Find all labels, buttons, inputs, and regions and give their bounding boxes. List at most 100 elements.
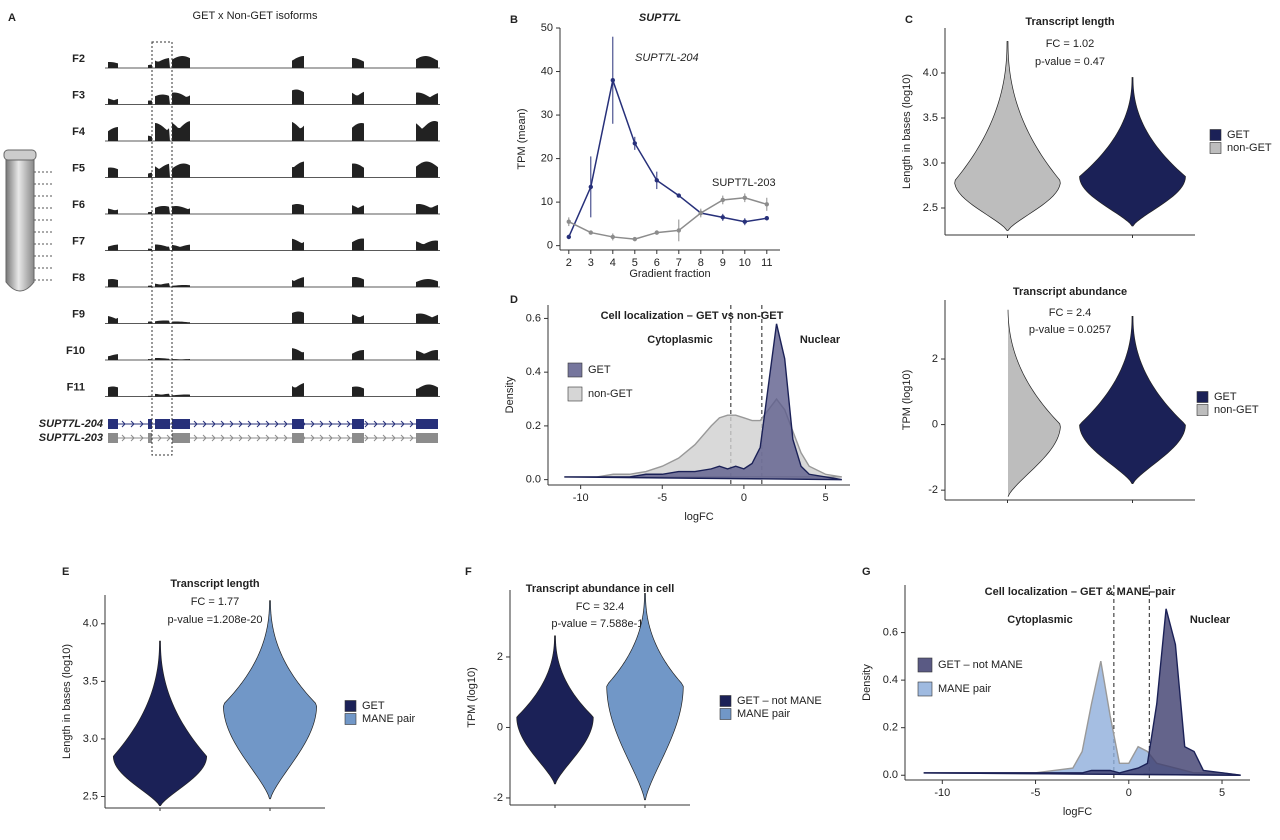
coverage — [155, 123, 170, 141]
coverage — [352, 350, 364, 360]
coverage — [148, 248, 152, 251]
strand-arrow — [346, 434, 351, 442]
series-line — [568, 77, 767, 238]
annotation: p-value = 0.0257 — [1029, 324, 1111, 336]
coverage — [416, 56, 438, 68]
y-tick-label: 0 — [497, 721, 503, 733]
chart-title: Cell localization – GET vs non-GET — [601, 310, 784, 322]
y-tick-label: 30 — [541, 109, 553, 121]
panel-label: D — [510, 294, 518, 306]
coverage — [292, 382, 304, 397]
exon — [108, 419, 118, 429]
y-tick-label: 2.5 — [923, 202, 938, 214]
chart-title: GET x Non-GET isoforms — [193, 10, 318, 22]
x-tick-label: 0 — [1126, 787, 1132, 799]
chart-title: Transcript abundance — [1013, 286, 1127, 298]
x-tick-label: -5 — [657, 492, 667, 504]
panel-label: G — [862, 566, 871, 578]
panel-label: E — [62, 566, 69, 578]
coverage — [108, 354, 118, 360]
coverage — [172, 321, 190, 324]
panel-density: D Cell localization – GET vs non-GET 0.0 0.… — [504, 294, 850, 523]
violin — [516, 635, 594, 785]
coverage — [148, 64, 152, 68]
annotation: FC = 32.4 — [576, 601, 625, 613]
exon — [352, 419, 364, 429]
legend-label: non-GET — [588, 388, 633, 400]
y-tick-label: 4.0 — [83, 618, 98, 630]
annotation: Cytoplasmic — [647, 334, 712, 346]
coverage — [155, 393, 170, 397]
isoform-label: SUPT7L-204 — [39, 418, 103, 430]
coverage — [352, 58, 364, 68]
density-area — [923, 608, 1241, 776]
strand-arrow — [346, 420, 351, 428]
y-axis-label: Length in bases (log10) — [61, 644, 73, 759]
strand-arrow — [238, 420, 243, 428]
coverage — [292, 348, 304, 360]
coverage — [172, 394, 190, 397]
x-tick-label: 5 — [822, 492, 828, 504]
strand-arrow — [202, 420, 207, 428]
strand-arrow — [220, 434, 225, 442]
x-tick-label: 9 — [720, 257, 726, 269]
exon — [172, 433, 190, 443]
coverage — [292, 89, 304, 105]
annotation: FC = 1.77 — [191, 596, 240, 608]
annotation: p-value = 7.588e-11 — [551, 618, 648, 630]
coverage — [155, 206, 170, 214]
strand-arrow — [373, 420, 378, 428]
strand-arrow — [328, 420, 333, 428]
coverage — [292, 238, 304, 251]
coverage — [148, 172, 152, 178]
coverage — [148, 395, 152, 397]
strand-arrow — [364, 420, 369, 428]
x-axis-label: logFC — [1063, 806, 1092, 818]
track-label: F10 — [66, 345, 85, 357]
point — [764, 202, 769, 207]
y-tick-label: 2.5 — [83, 790, 98, 802]
coverage — [292, 161, 304, 178]
strand-arrow — [166, 434, 171, 442]
strand-arrow — [247, 434, 252, 442]
exon — [292, 433, 304, 443]
legend-swatch — [719, 695, 732, 707]
legend-swatch — [567, 362, 583, 378]
track-label: F2 — [72, 53, 85, 65]
coverage — [108, 315, 118, 324]
point — [610, 234, 615, 240]
strand-arrow — [229, 420, 234, 428]
strand-arrow — [256, 434, 261, 442]
strand-arrow — [157, 434, 162, 442]
strand-arrow — [319, 434, 324, 442]
x-axis-label: logFC — [684, 511, 713, 523]
violin — [606, 593, 684, 801]
exon — [352, 433, 364, 443]
y-tick-label: 0.4 — [526, 366, 541, 378]
x-tick-label: -10 — [934, 787, 950, 799]
coverage — [292, 204, 304, 214]
series-label: SUPT7L-204 — [635, 52, 699, 64]
coverage — [155, 320, 170, 324]
strand-arrow — [121, 434, 126, 442]
point — [632, 141, 637, 146]
coverage — [108, 62, 118, 68]
coverage — [416, 313, 438, 324]
legend-label: GET – not MANE — [737, 695, 822, 707]
point — [588, 230, 593, 235]
y-tick-label: 0.6 — [526, 312, 541, 324]
strand-arrow — [310, 434, 315, 442]
y-tick-label: 0 — [932, 418, 938, 430]
violin — [1079, 77, 1186, 227]
coverage — [155, 58, 170, 68]
y-tick-label: 10 — [541, 196, 553, 208]
y-tick-label: 0 — [547, 240, 553, 252]
coverage — [148, 100, 152, 105]
x-axis-label: Gradient fraction — [629, 268, 710, 280]
coverage — [352, 238, 364, 251]
y-tick-label: 2 — [497, 651, 503, 663]
y-tick-label: 0.2 — [526, 420, 541, 432]
point — [698, 210, 703, 216]
